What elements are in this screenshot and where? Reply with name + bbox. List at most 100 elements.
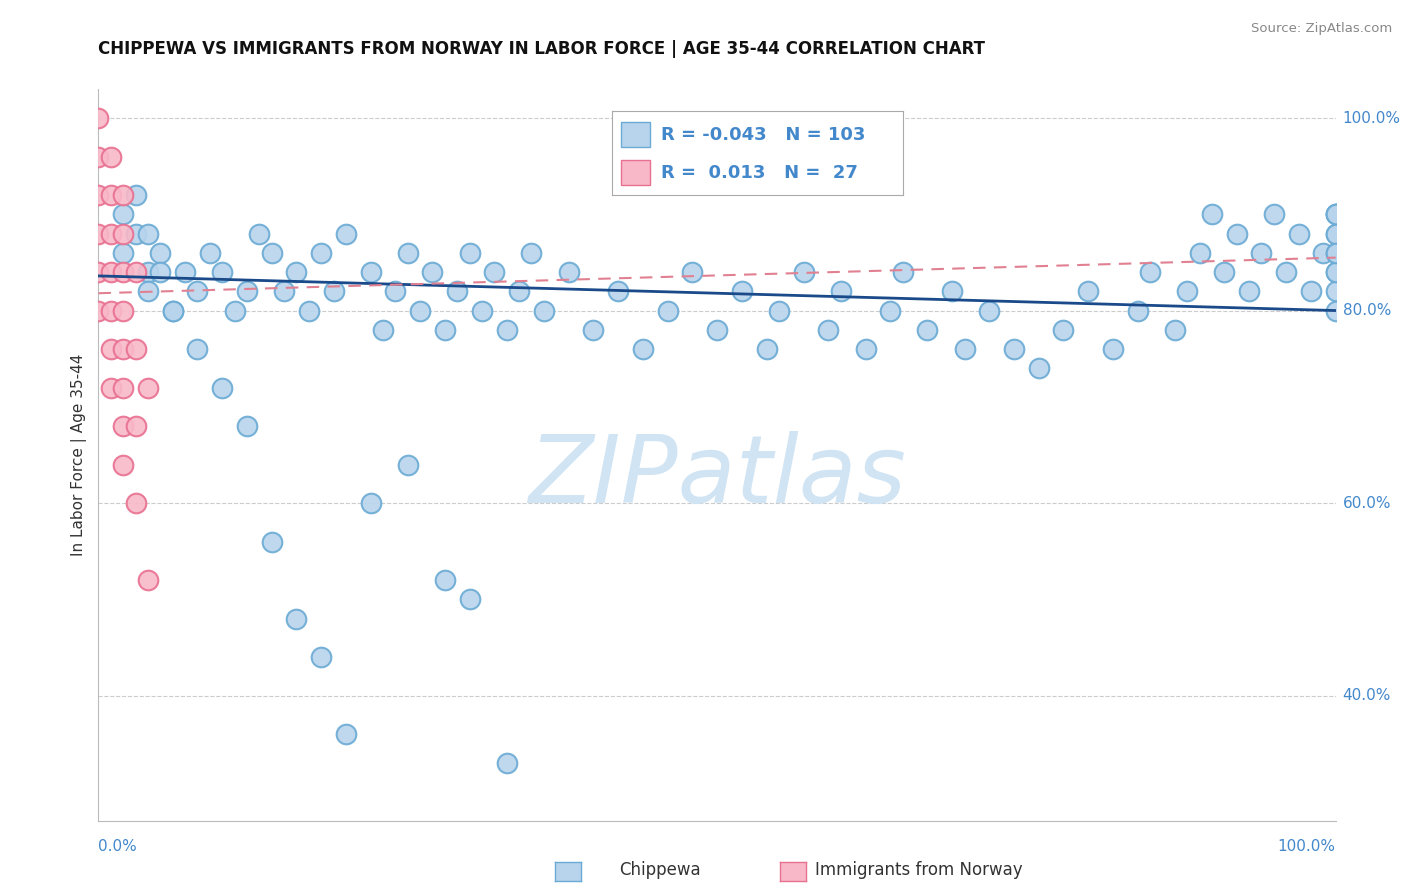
Bar [620,160,650,186]
Point [124,227,146,241]
Point [260,534,283,549]
Y-axis label: In Labor Force | Age 35-44: In Labor Force | Age 35-44 [72,354,87,556]
Point [87,111,110,125]
Text: Immigrants from Norway: Immigrants from Norway [815,861,1024,879]
Point [371,323,394,337]
Point [917,323,939,337]
Point [335,727,357,741]
Point [520,245,543,260]
Point [1299,285,1322,299]
Point [247,227,270,241]
Point [533,303,555,318]
Point [631,342,654,356]
Point [285,265,308,279]
Point [100,150,122,164]
Point [1002,342,1025,356]
Point [433,323,456,337]
Point [484,265,506,279]
Point [793,265,815,279]
Point [755,342,778,356]
Point [1324,265,1347,279]
Point [1312,245,1334,260]
Point [768,303,790,318]
Point [335,227,357,241]
Point [409,303,432,318]
Text: Chippewa: Chippewa [619,861,700,879]
Point [458,245,481,260]
Point [112,458,135,472]
Point [136,265,159,279]
Point [1028,361,1050,376]
Point [508,285,530,299]
Point [582,323,605,337]
Point [1324,207,1347,221]
Point [298,303,321,318]
Bar [620,122,650,147]
Point [309,245,332,260]
Point [87,265,110,279]
Point [1226,227,1249,241]
Point [236,419,259,434]
Point [1175,285,1198,299]
Point [1188,245,1211,260]
Point [224,303,246,318]
Point [1201,207,1223,221]
Point [1139,265,1161,279]
Text: ZIPatlas: ZIPatlas [529,432,905,523]
Point [1052,323,1074,337]
Point [1288,227,1310,241]
Point [162,303,184,318]
Point [1077,285,1099,299]
Text: 0.0%: 0.0% [98,838,138,854]
Point [124,265,146,279]
Point [433,573,456,587]
Point [1324,303,1347,318]
Point [360,265,382,279]
Point [112,342,135,356]
Point [1324,207,1347,221]
Point [100,342,122,356]
Point [273,285,295,299]
Point [136,573,159,587]
Point [979,303,1001,318]
Point [285,611,308,625]
Point [162,303,184,318]
Point [1324,227,1347,241]
Point [112,188,135,202]
Point [1324,245,1347,260]
Point [1324,245,1347,260]
Point [471,303,494,318]
Point [830,285,852,299]
Point [112,303,135,318]
Point [186,342,208,356]
Point [149,245,172,260]
Point [112,227,135,241]
Point [309,650,332,665]
Point [211,265,233,279]
Point [446,285,468,299]
Point [149,265,172,279]
Point [124,342,146,356]
Point [657,303,679,318]
Point [322,285,344,299]
Point [1164,323,1187,337]
Point [817,323,839,337]
Point [87,303,110,318]
Point [706,323,728,337]
Point [260,245,283,260]
Point [87,227,110,241]
Point [1237,285,1260,299]
Point [112,380,135,394]
Text: CHIPPEWA VS IMMIGRANTS FROM NORWAY IN LABOR FORCE | AGE 35-44 CORRELATION CHART: CHIPPEWA VS IMMIGRANTS FROM NORWAY IN LA… [98,40,986,58]
Point [87,150,110,164]
Point [396,458,419,472]
Point [941,285,963,299]
Point [891,265,914,279]
Text: R = -0.043   N = 103: R = -0.043 N = 103 [661,126,866,144]
Point [174,265,197,279]
Point [1275,265,1298,279]
Point [124,496,146,510]
Point [1324,227,1347,241]
Point [112,265,135,279]
Point [236,285,259,299]
